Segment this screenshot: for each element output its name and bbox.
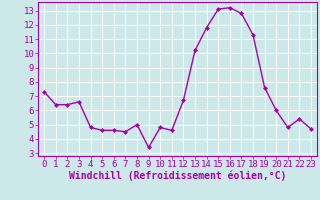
X-axis label: Windchill (Refroidissement éolien,°C): Windchill (Refroidissement éolien,°C) [69,171,286,181]
